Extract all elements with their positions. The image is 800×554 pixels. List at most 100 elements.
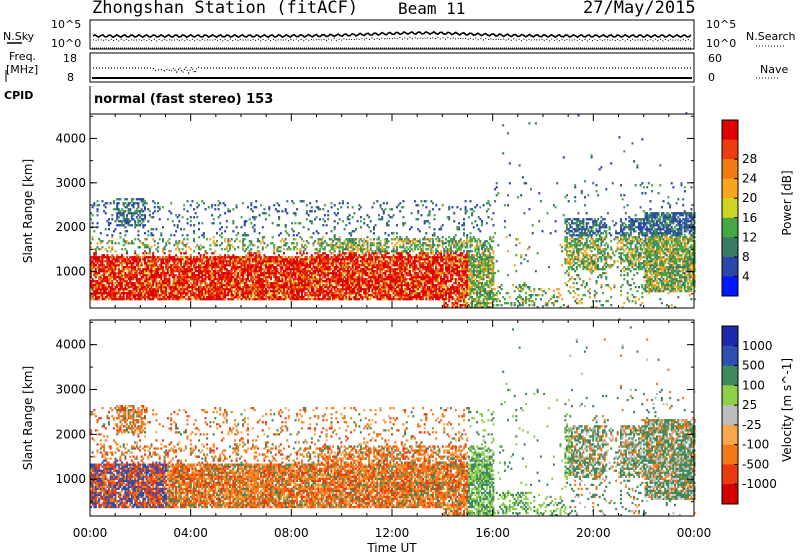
rti-cell [169, 238, 171, 240]
rti-cell [134, 252, 136, 254]
rti-figure: 1000200030004000Slant Range [km]48121620… [0, 0, 800, 554]
rti-cell [340, 254, 342, 256]
rti-cell [92, 260, 94, 262]
rti-cell [362, 284, 364, 286]
rti-cell [363, 238, 365, 240]
rti-cell [299, 252, 301, 254]
rti-cell [221, 236, 223, 238]
rti-cell [173, 292, 175, 294]
rti-cell [178, 272, 180, 274]
rti-cell [137, 238, 139, 240]
rti-cell [396, 248, 398, 250]
rti-cell [249, 260, 251, 262]
rti-cell [108, 258, 110, 260]
rti-cell [209, 262, 211, 264]
rti-cell [224, 298, 226, 300]
rti-cell [185, 244, 187, 246]
rti-cell [115, 278, 117, 280]
rti-cell [119, 236, 121, 238]
rti-cell [334, 228, 336, 230]
rti-cell [142, 198, 144, 200]
rti-cell [201, 282, 203, 284]
rti-cell [255, 252, 257, 254]
rti-cell [411, 258, 413, 260]
rti-cell [227, 242, 229, 244]
rti-cell [218, 280, 220, 282]
rti-cell [188, 280, 190, 282]
rti-cell [245, 248, 247, 250]
rti-cell [178, 286, 180, 288]
rti-cell [388, 234, 390, 236]
rti-cell [344, 276, 346, 278]
rti-cell [291, 200, 293, 202]
rti-cell [137, 204, 139, 206]
rti-cell [311, 284, 313, 286]
rti-cell [342, 220, 344, 222]
rti-cell [134, 292, 136, 294]
rti-cell [219, 234, 221, 236]
rti-cell [290, 248, 292, 250]
rti-cell [137, 298, 139, 300]
rti-cell [141, 262, 143, 264]
rti-cell [187, 242, 189, 244]
rti-cell [182, 258, 184, 260]
rti-cell [147, 208, 149, 210]
rti-cell [362, 298, 364, 300]
rti-cell [93, 204, 95, 206]
rti-cell [295, 214, 297, 216]
rti-cell [182, 216, 184, 218]
rti-cell [367, 246, 369, 248]
rti-cell [144, 298, 146, 300]
rti-cell [198, 262, 200, 264]
rti-cell [206, 282, 208, 284]
rti-cell [116, 286, 118, 288]
rti-cell [355, 228, 357, 230]
rti-cell [193, 230, 195, 232]
rti-cell [136, 208, 138, 210]
rti-cell [386, 282, 388, 284]
rti-cell [384, 274, 386, 276]
rti-cell [224, 296, 226, 298]
rti-cell [285, 238, 287, 240]
rti-cell [317, 296, 319, 298]
rti-cell [100, 248, 102, 250]
rti-cell [324, 214, 326, 216]
rti-cell [250, 296, 252, 298]
rti-cell [399, 236, 401, 238]
rti-cell [103, 254, 105, 256]
rti-cell [173, 270, 175, 272]
rti-cell [262, 282, 264, 284]
rti-cell [285, 298, 287, 300]
rti-cell [393, 286, 395, 288]
rti-cell [255, 206, 257, 208]
rti-cell [332, 246, 334, 248]
rti-cell [257, 246, 259, 248]
rti-cell [241, 298, 243, 300]
rti-cell [110, 294, 112, 296]
rti-cell [106, 242, 108, 244]
rti-cell [203, 262, 205, 264]
rti-cell [182, 248, 184, 250]
rti-cell [407, 248, 409, 250]
rti-cell [139, 216, 141, 218]
rti-cell [378, 236, 380, 238]
rti-cell [123, 260, 125, 262]
rti-cell [196, 244, 198, 246]
rti-cell [123, 262, 125, 264]
rti-cell [327, 254, 329, 256]
rti-cell [277, 268, 279, 270]
rti-cell [191, 298, 193, 300]
rti-cell [92, 268, 94, 270]
rti-cell [126, 240, 128, 242]
rti-cell [139, 260, 141, 262]
rti-cell [298, 284, 300, 286]
rti-cell [137, 292, 139, 294]
rti-cell [321, 238, 323, 240]
rti-cell [301, 292, 303, 294]
rti-cell [102, 246, 104, 248]
rti-cell [381, 246, 383, 248]
rti-cell [273, 252, 275, 254]
rti-cell [173, 268, 175, 270]
rti-cell [412, 288, 414, 290]
rti-cell [327, 288, 329, 290]
